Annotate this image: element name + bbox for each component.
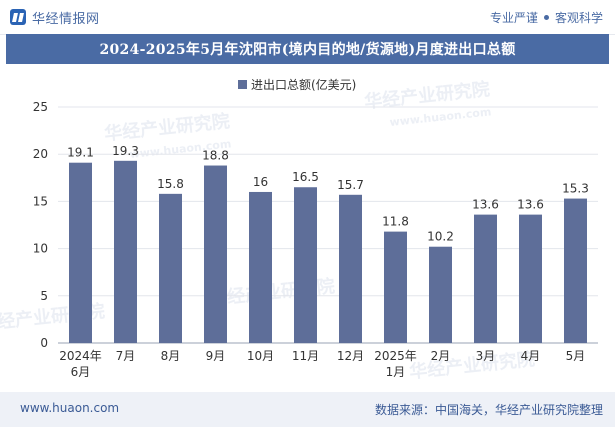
brand[interactable]: 华经情报网 bbox=[10, 8, 100, 27]
top-bar: 华经情报网 专业严谨 客观科学 bbox=[0, 0, 615, 35]
x-tick-label: 5月 bbox=[566, 349, 586, 363]
legend-swatch bbox=[238, 80, 247, 89]
y-tick-label: 25 bbox=[33, 100, 48, 114]
bar[interactable] bbox=[249, 191, 272, 343]
x-tick-label: 7月 bbox=[116, 349, 136, 363]
data-label: 10.2 bbox=[427, 230, 454, 244]
dot-separator-icon bbox=[543, 15, 549, 20]
x-tick-label: 6月 bbox=[71, 365, 91, 379]
x-axis: 2024年 6月 7月 8月 9月 10月 11月 12月 2025年 1月 2月 3月 4月 5月 bbox=[59, 349, 585, 379]
bar[interactable] bbox=[159, 193, 182, 343]
watermark-url: www.huaon.com bbox=[389, 105, 492, 129]
y-tick-label: 0 bbox=[40, 336, 48, 350]
x-tick-label: 2024年 bbox=[59, 349, 102, 363]
footer-url-link[interactable]: www.huaon.com bbox=[20, 401, 120, 415]
bar[interactable] bbox=[564, 198, 587, 343]
data-label: 13.6 bbox=[517, 198, 544, 212]
data-label: 11.8 bbox=[382, 215, 409, 229]
bar[interactable] bbox=[519, 214, 542, 343]
chart-title-bar: 2024-2025年5月年沈阳市(境内目的地/货源地)月度进出口总额 bbox=[6, 34, 609, 64]
data-labels: 19.1 19.3 15.8 18.8 16 16.5 15.7 11.8 10.2 13.6 13… bbox=[67, 144, 589, 244]
data-label: 15.8 bbox=[157, 177, 184, 191]
x-tick-label: 12月 bbox=[337, 349, 364, 363]
data-label: 16.5 bbox=[292, 170, 319, 184]
footer-source: 数据来源：中国海关，华经产业研究院整理 bbox=[374, 403, 603, 417]
data-label: 15.3 bbox=[562, 182, 589, 196]
data-label: 19.1 bbox=[67, 146, 94, 160]
bar[interactable] bbox=[384, 231, 407, 343]
bar[interactable] bbox=[204, 165, 227, 343]
x-tick-label: 2月 bbox=[431, 349, 451, 363]
tagline-right: 客观科学 bbox=[554, 11, 603, 25]
data-label: 15.7 bbox=[337, 178, 364, 192]
watermark-text: 华经产业研究院 bbox=[408, 348, 536, 383]
data-label: 19.3 bbox=[112, 144, 139, 158]
x-tick-label: 10月 bbox=[247, 349, 274, 363]
bar[interactable] bbox=[294, 187, 317, 343]
bar[interactable] bbox=[114, 160, 137, 343]
y-tick-label: 15 bbox=[33, 194, 48, 208]
data-label: 13.6 bbox=[472, 198, 499, 212]
bar-series bbox=[69, 160, 587, 343]
data-label: 16 bbox=[253, 175, 268, 189]
x-tick-label: 1月 bbox=[386, 365, 406, 379]
y-tick-label: 20 bbox=[33, 147, 48, 161]
x-tick-label: 8月 bbox=[161, 349, 181, 363]
tagline-left: 专业严谨 bbox=[489, 11, 538, 25]
legend-label: 进出口总额(亿美元) bbox=[251, 78, 357, 92]
y-axis: 0 5 10 15 20 25 bbox=[33, 100, 48, 350]
y-axis-gridlines bbox=[58, 106, 598, 344]
y-tick-label: 10 bbox=[33, 242, 48, 256]
brand-logo-icon bbox=[10, 9, 26, 25]
chart-legend: 进出口总额(亿美元) bbox=[238, 76, 356, 93]
x-tick-label: 9月 bbox=[206, 349, 226, 363]
x-tick-label: 3月 bbox=[476, 349, 496, 363]
x-tick-label: 4月 bbox=[521, 349, 541, 363]
y-tick-label: 5 bbox=[40, 289, 48, 303]
x-tick-label: 2025年 bbox=[374, 349, 417, 363]
x-tick-label: 11月 bbox=[292, 349, 319, 363]
brand-name: 华经情报网 bbox=[32, 11, 100, 27]
chart-title: 2024-2025年5月年沈阳市(境内目的地/货源地)月度进出口总额 bbox=[99, 42, 516, 58]
bar[interactable] bbox=[339, 194, 362, 343]
footer: www.huaon.com 数据来源：中国海关，华经产业研究院整理 bbox=[0, 392, 615, 427]
data-label: 18.8 bbox=[202, 149, 229, 163]
bar[interactable] bbox=[69, 162, 92, 343]
bar-chart: 华经产业研究院 www.huaon.com 华经产业研究院 www.huaon.… bbox=[0, 78, 598, 383]
tagline: 专业严谨 客观科学 bbox=[490, 9, 603, 26]
bar[interactable] bbox=[474, 214, 497, 343]
bar[interactable] bbox=[429, 246, 452, 343]
